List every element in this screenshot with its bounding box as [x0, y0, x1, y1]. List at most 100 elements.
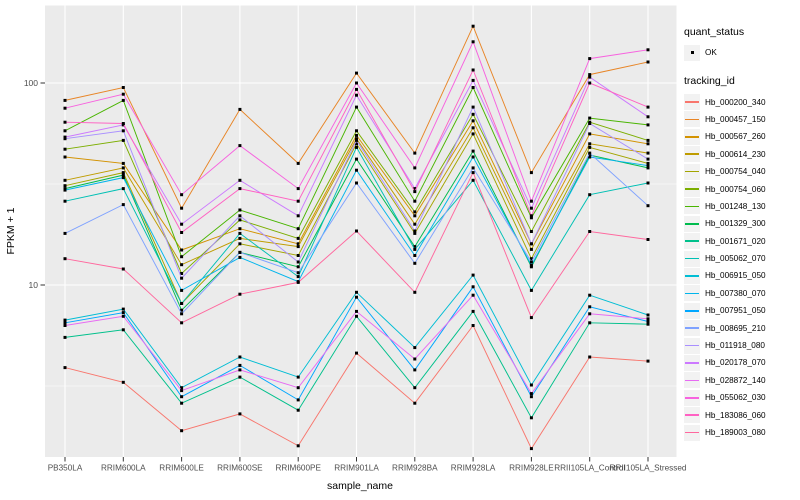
data-point-marker: [355, 93, 358, 97]
data-point-marker: [296, 227, 300, 231]
data-point-marker: [296, 375, 300, 379]
data-point-marker: [238, 255, 242, 259]
legend-line-icon: [685, 170, 699, 173]
data-point-marker: [355, 81, 358, 85]
data-point-marker: [355, 314, 358, 318]
data-point-marker: [355, 137, 358, 141]
data-point-marker: [63, 155, 67, 159]
data-point-marker: [355, 295, 358, 299]
legend-item-label: Hb_001671_020: [705, 236, 766, 246]
data-point-marker: [180, 222, 184, 226]
data-point-marker: [296, 187, 300, 191]
data-point-marker: [121, 86, 125, 89]
data-point-marker: [63, 324, 67, 327]
legend-key-swatch: [684, 267, 700, 284]
legend-key-swatch: [684, 320, 700, 337]
data-point-marker: [588, 305, 592, 309]
data-point-marker: [355, 138, 358, 142]
data-point-marker: [121, 311, 125, 315]
data-point-marker: [238, 355, 242, 359]
data-point-marker: [121, 138, 125, 142]
series-Hb_000754_040: [63, 132, 650, 305]
data-point-marker: [296, 199, 300, 203]
legend-key-swatch: [684, 94, 700, 111]
data-point-marker: [355, 309, 358, 313]
data-point-marker: [63, 98, 67, 102]
data-point-marker: [121, 328, 125, 332]
data-point-marker: [588, 73, 592, 77]
legend-line-icon: [685, 379, 699, 382]
data-point-marker: [180, 401, 184, 405]
data-point-marker: [529, 288, 533, 292]
data-point-marker: [529, 383, 533, 387]
legend-key-swatch: [684, 285, 700, 302]
data-point-marker: [413, 151, 417, 155]
legend-item-Hb_007380_070: Hb_007380_070: [684, 285, 800, 302]
data-point-marker: [471, 171, 475, 175]
data-point-marker: [413, 368, 417, 372]
data-point-marker: [180, 288, 184, 292]
data-point-marker: [413, 190, 417, 194]
data-point-marker: [471, 105, 475, 109]
legend-item-Hb_183086_060: Hb_183086_060: [684, 406, 800, 424]
data-point-marker: [529, 214, 533, 218]
data-point-marker: [471, 324, 475, 327]
data-point-marker: [413, 229, 417, 233]
legend-item-label: Hb_001248_130: [705, 201, 766, 211]
data-point-marker: [296, 444, 300, 448]
x-tick-label: RRIM600LA: [101, 464, 146, 473]
data-point-marker: [413, 199, 417, 203]
data-point-marker: [180, 193, 184, 197]
legend-quant-status-title: quant_status: [684, 26, 745, 38]
legend-item-Hb_001248_130: Hb_001248_130: [684, 198, 800, 215]
series-Hb_006915_050: [63, 273, 650, 390]
series-Hb_055062_030: [63, 40, 650, 203]
data-point-marker: [646, 317, 650, 321]
data-point-marker: [588, 75, 592, 79]
data-point-marker: [238, 187, 242, 191]
data-point-marker: [296, 214, 300, 218]
x-tick-label: RRIM901LA: [334, 464, 379, 473]
legend-item-Hb_008695_210: Hb_008695_210: [684, 319, 800, 337]
data-point-marker: [296, 245, 300, 249]
data-point-marker: [413, 254, 417, 257]
legend-item-Hb_001671_020: Hb_001671_020: [684, 233, 800, 250]
data-point-marker: [355, 105, 358, 109]
data-point-marker: [238, 363, 242, 367]
data-point-marker: [296, 265, 300, 269]
data-point-marker: [646, 115, 650, 119]
data-point-marker: [588, 81, 592, 85]
legend-key-swatch: [684, 424, 700, 441]
legend-item-label: Hb_028872_140: [705, 375, 766, 385]
data-point-marker: [529, 316, 533, 320]
data-point-marker: [355, 142, 358, 146]
legend-line-icon: [685, 101, 699, 103]
legend-line-icon: [685, 309, 699, 312]
legend-line-icon: [685, 327, 699, 329]
legend-line-icon: [685, 223, 699, 225]
data-point-marker: [355, 157, 358, 161]
legend-item-Hb_055062_030: Hb_055062_030: [684, 389, 800, 406]
data-point-marker: [529, 216, 533, 220]
data-point-marker: [296, 161, 300, 165]
data-point-marker: [588, 230, 592, 233]
legend-line-icon: [685, 153, 699, 156]
data-point-marker: [471, 119, 475, 123]
legend-item-label: Hb_005062_070: [705, 254, 766, 264]
y-tick-label: 100: [24, 78, 38, 88]
legend-key-swatch: [684, 163, 700, 180]
data-point-marker: [121, 314, 125, 318]
data-point-marker: [529, 230, 533, 233]
axis-ticks: 10 100 PB350LA RRIM600LA RRIM600LE RRIM600SE R…: [24, 78, 687, 473]
data-point-marker: [588, 155, 592, 159]
data-point-marker: [588, 153, 592, 157]
data-point-marker: [63, 120, 67, 124]
legend-item-label: Hb_000754_040: [705, 167, 766, 177]
data-point-marker: [529, 206, 533, 210]
data-point-marker: [355, 168, 358, 172]
data-point-marker: [180, 395, 184, 399]
data-point-marker: [238, 144, 242, 148]
legend-item-label: Hb_055062_030: [705, 393, 766, 403]
x-tick-label: RRIM928LE: [509, 464, 554, 473]
